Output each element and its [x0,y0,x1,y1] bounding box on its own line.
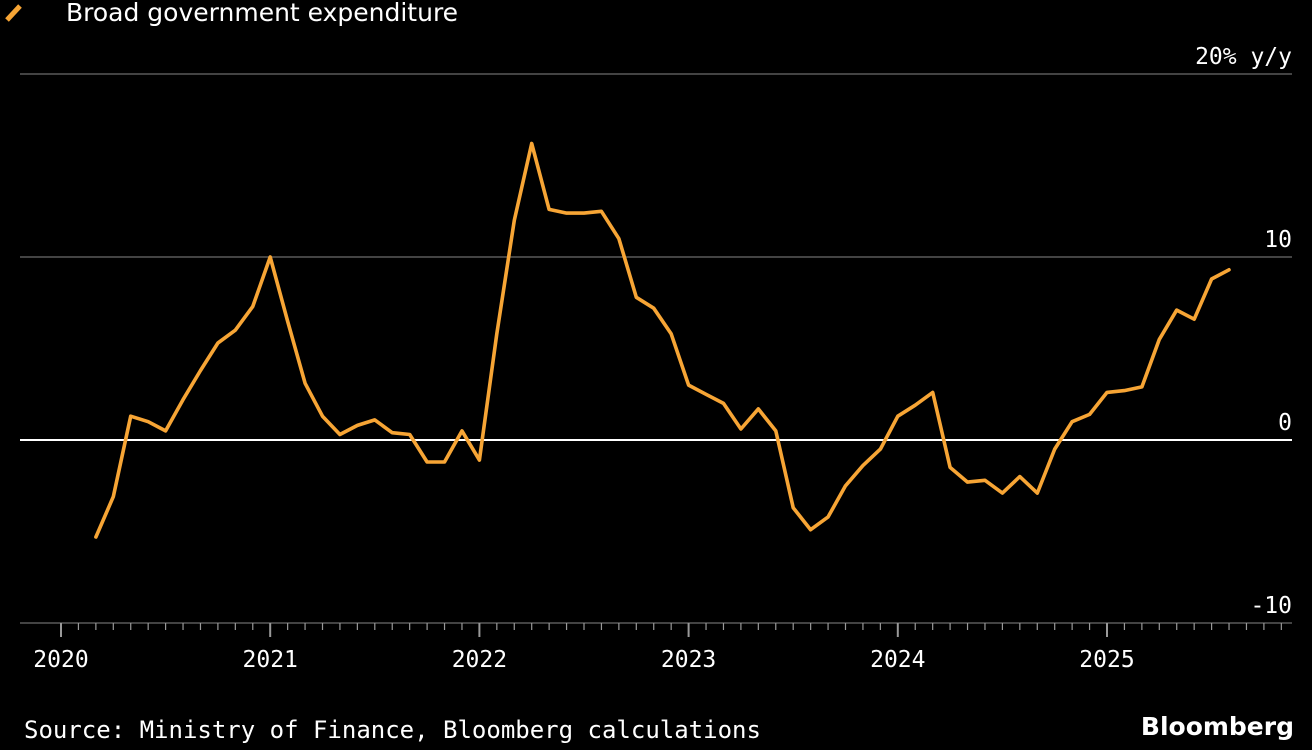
data-point [199,369,203,373]
brand-logo: Bloomberg [1140,712,1294,741]
y-tick-label: 0 [1278,410,1292,436]
data-point [774,429,778,433]
data-point [129,414,133,418]
data-point [1053,447,1057,451]
data-point [530,142,534,146]
data-point [1175,308,1179,312]
data-point [478,458,482,462]
x-tick-label: 2023 [661,647,716,673]
data-point [565,211,569,215]
data-point [826,515,830,519]
data-point [94,535,98,539]
legend-label: Broad government expenditure [66,0,459,27]
data-point [1158,338,1162,342]
data-point [1210,277,1214,281]
data-point [1192,317,1196,321]
x-tick-label: 2024 [870,647,925,673]
data-point [652,306,656,310]
data-point [547,208,551,212]
data-point [1227,268,1231,272]
data-point [460,429,464,433]
series-line-broad-government-expenditure [94,141,1231,539]
data-point [879,447,883,451]
data-point [112,495,116,499]
data-point [1140,385,1144,389]
data-point [181,398,185,402]
data-point [216,341,220,345]
data-point [582,211,586,215]
data-point [809,528,813,532]
data-point [513,219,517,223]
data-point [617,237,621,241]
data-point [1036,491,1040,495]
x-tick-label: 2021 [243,647,298,673]
data-point [1001,491,1005,495]
data-point [146,420,150,424]
x-tick-label: 2025 [1079,647,1134,673]
data-point [1070,420,1074,424]
data-point [408,433,412,437]
data-point [1105,391,1109,395]
x-tick-label: 2020 [33,647,88,673]
data-point [1088,413,1092,417]
data-point [495,332,499,336]
data-point [983,479,987,483]
data-point [896,414,900,418]
y-tick-label: 10 [1264,227,1292,253]
data-point [600,210,604,214]
data-point [635,296,639,300]
data-point [722,402,726,406]
data-point [913,403,917,407]
data-point [251,305,255,309]
y-tick-label: -10 [1250,593,1292,619]
x-tick-label: 2022 [452,647,507,673]
data-point [443,460,447,464]
data-point [425,460,429,464]
data-point [338,433,342,437]
data-point [321,414,325,418]
data-point [791,506,795,510]
chart-legend: Broad government expenditure [0,0,458,26]
data-point [286,319,290,323]
data-point [268,255,272,259]
data-point [687,383,691,387]
data-point [234,328,238,332]
data-point [966,480,970,484]
data-point [1018,475,1022,479]
y-tick-label: 20% y/y [1195,44,1292,70]
source-note: Source: Ministry of Finance, Bloomberg c… [24,716,761,744]
data-point [931,391,935,395]
data-point [704,393,708,397]
data-point [844,484,848,488]
data-point [861,464,865,468]
data-point [373,418,377,422]
data-point [164,429,168,433]
data-point [356,424,360,428]
data-point [948,466,952,470]
data-point [739,427,743,431]
data-point [669,332,673,336]
line-chart: 20% y/y 10 0 -10 2020 2021 2022 2023 2024 2025 [20,44,1292,673]
data-point [757,407,761,411]
data-point [1123,389,1127,393]
data-point [303,382,307,386]
data-point [390,431,394,435]
legend-swatch [0,0,30,26]
